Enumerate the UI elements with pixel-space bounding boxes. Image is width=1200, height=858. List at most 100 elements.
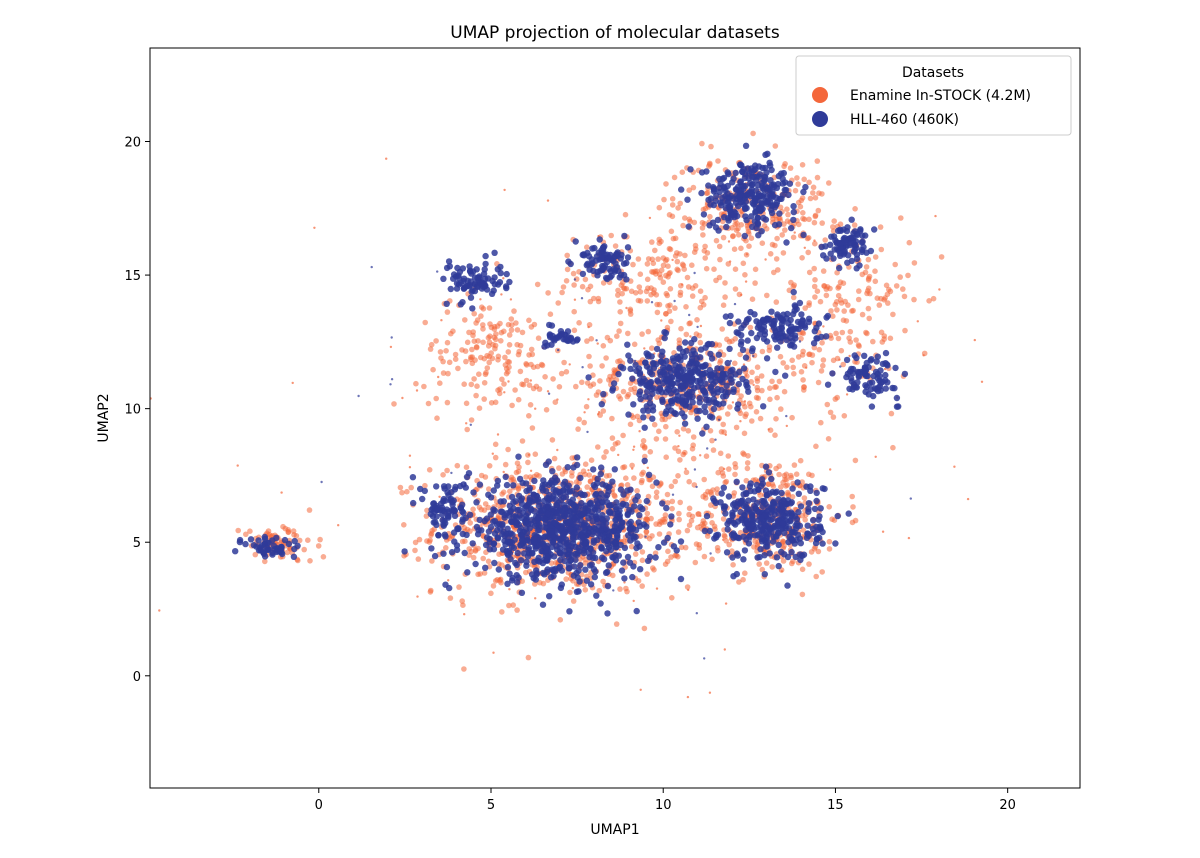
data-point xyxy=(453,546,461,554)
data-point xyxy=(507,488,513,495)
data-point xyxy=(444,467,450,474)
data-point xyxy=(600,343,607,349)
data-point xyxy=(752,383,755,387)
data-point xyxy=(758,179,765,187)
data-point xyxy=(741,174,749,182)
data-point xyxy=(399,489,405,496)
data-point xyxy=(812,294,818,300)
data-point xyxy=(408,454,412,457)
data-point xyxy=(466,263,473,270)
data-point xyxy=(845,302,851,308)
data-point xyxy=(660,319,663,322)
data-point xyxy=(470,506,476,513)
data-point xyxy=(632,526,640,534)
data-point xyxy=(408,484,415,491)
data-point xyxy=(723,648,726,651)
data-point xyxy=(571,282,577,288)
data-point xyxy=(692,242,699,249)
data-point xyxy=(863,264,870,270)
data-point xyxy=(815,379,822,386)
data-point xyxy=(542,374,548,380)
data-point xyxy=(698,523,701,527)
data-point xyxy=(848,216,855,223)
data-point xyxy=(690,442,696,449)
data-point xyxy=(573,461,581,469)
data-point xyxy=(461,549,468,557)
data-point xyxy=(865,277,872,283)
data-point xyxy=(784,582,791,589)
data-point xyxy=(571,587,574,590)
data-point xyxy=(501,328,507,335)
data-point xyxy=(582,566,589,573)
data-point xyxy=(556,465,562,471)
data-point xyxy=(684,274,691,281)
data-point xyxy=(892,261,898,268)
data-point xyxy=(771,269,777,276)
data-point xyxy=(811,505,819,513)
data-point xyxy=(788,224,795,232)
data-point xyxy=(568,363,571,366)
data-point xyxy=(649,415,656,422)
data-point xyxy=(766,159,773,166)
data-point xyxy=(826,180,832,186)
data-point xyxy=(777,353,784,360)
data-point xyxy=(673,388,680,396)
data-point xyxy=(285,527,292,533)
data-point xyxy=(587,469,590,472)
data-point xyxy=(523,562,530,569)
data-point xyxy=(699,363,706,370)
data-point xyxy=(648,503,651,506)
data-point xyxy=(802,305,808,311)
data-point xyxy=(571,308,577,315)
data-point xyxy=(598,247,605,254)
data-point xyxy=(730,573,737,580)
data-point xyxy=(654,394,660,401)
data-point xyxy=(564,266,571,273)
data-point xyxy=(766,481,772,488)
data-point xyxy=(686,522,693,528)
data-point xyxy=(864,330,870,337)
data-point xyxy=(767,526,774,533)
data-point xyxy=(819,540,826,547)
data-point xyxy=(726,541,732,548)
data-point xyxy=(573,484,580,491)
data-point xyxy=(692,559,699,566)
data-point xyxy=(740,576,746,583)
data-point xyxy=(663,181,669,187)
data-point xyxy=(883,282,890,289)
data-point xyxy=(617,255,624,262)
data-point xyxy=(664,558,671,565)
data-point xyxy=(708,502,714,508)
data-point xyxy=(715,469,721,476)
data-point xyxy=(878,246,885,253)
data-point xyxy=(858,239,865,246)
data-point xyxy=(709,219,717,226)
data-point xyxy=(613,621,620,627)
data-point xyxy=(305,537,311,543)
data-point xyxy=(624,553,632,561)
data-point xyxy=(643,497,650,505)
data-point xyxy=(720,234,727,241)
data-point xyxy=(464,426,471,433)
data-point xyxy=(517,342,524,349)
data-point xyxy=(741,451,747,458)
data-point xyxy=(859,271,866,278)
data-point xyxy=(430,500,438,507)
data-point xyxy=(881,336,887,342)
data-point xyxy=(699,521,706,527)
data-point xyxy=(520,550,528,557)
data-point xyxy=(469,287,476,294)
data-point xyxy=(748,379,754,385)
data-point xyxy=(789,485,796,492)
data-point xyxy=(771,333,778,340)
data-point xyxy=(785,211,791,218)
data-point xyxy=(718,429,725,435)
data-point xyxy=(320,480,323,484)
data-point xyxy=(496,433,500,436)
data-point xyxy=(505,446,511,453)
data-point xyxy=(589,260,596,267)
data-point xyxy=(370,265,373,269)
data-point xyxy=(682,401,689,408)
data-point xyxy=(719,199,726,206)
data-point xyxy=(664,500,671,506)
